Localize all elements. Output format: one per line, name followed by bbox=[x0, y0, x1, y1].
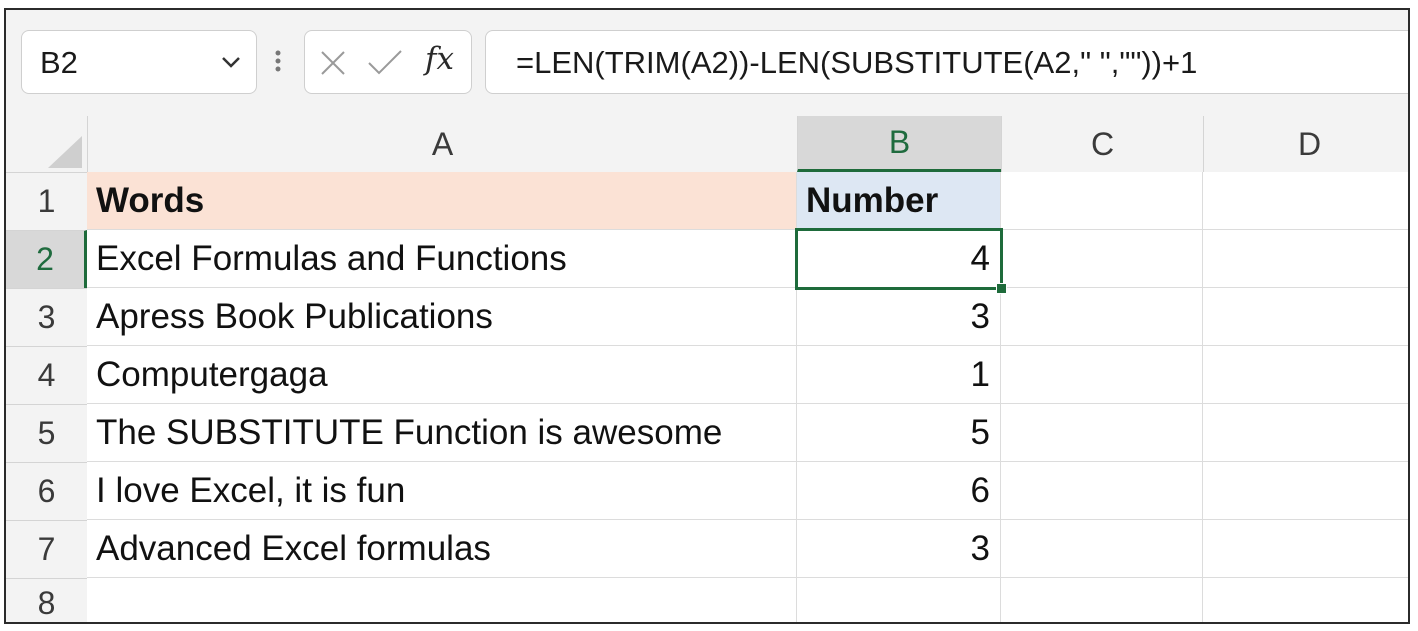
cell-d8[interactable] bbox=[1203, 578, 1408, 622]
cell-b3[interactable]: 3 bbox=[797, 288, 1001, 346]
row-header-6[interactable]: 6 bbox=[6, 462, 87, 520]
cell-c5[interactable] bbox=[1001, 404, 1203, 462]
row-header-8[interactable]: 8 bbox=[6, 578, 87, 622]
cell-d7[interactable] bbox=[1203, 520, 1408, 578]
cell-a5[interactable]: The SUBSTITUTE Function is awesome bbox=[87, 404, 797, 462]
cell-a4[interactable]: Computergaga bbox=[87, 346, 797, 404]
excel-window: B2 fx =LEN(TRIM(A2))-LEN(SUBSTITUTE(A2,"… bbox=[4, 8, 1410, 624]
cell-b4[interactable]: 1 bbox=[797, 346, 1001, 404]
cell-b5[interactable]: 5 bbox=[797, 404, 1001, 462]
column-header-a[interactable]: A bbox=[87, 116, 797, 172]
check-icon[interactable] bbox=[367, 49, 403, 82]
cell-c2[interactable] bbox=[1001, 230, 1203, 288]
select-all-corner[interactable] bbox=[6, 116, 87, 172]
row-header-1[interactable]: 1 bbox=[6, 172, 87, 230]
cell-a3[interactable]: Apress Book Publications bbox=[87, 288, 797, 346]
formula-input[interactable]: =LEN(TRIM(A2))-LEN(SUBSTITUTE(A2," ","")… bbox=[485, 30, 1408, 94]
chevron-down-icon[interactable] bbox=[220, 55, 242, 74]
column-header-b[interactable]: B bbox=[797, 116, 1001, 172]
cell-c8[interactable] bbox=[1001, 578, 1203, 622]
cell-d4[interactable] bbox=[1203, 346, 1408, 404]
cell-c3[interactable] bbox=[1001, 288, 1203, 346]
name-box-value: B2 bbox=[40, 45, 78, 80]
column-headers: A B C D bbox=[6, 116, 1408, 172]
cell-b7[interactable]: 3 bbox=[797, 520, 1001, 578]
cell-c6[interactable] bbox=[1001, 462, 1203, 520]
formula-bar: B2 fx =LEN(TRIM(A2))-LEN(SUBSTITUTE(A2,"… bbox=[6, 10, 1408, 116]
cell-d2[interactable] bbox=[1203, 230, 1408, 288]
fill-handle[interactable] bbox=[996, 283, 1007, 294]
row-header-5[interactable]: 5 bbox=[6, 404, 87, 462]
cell-c7[interactable] bbox=[1001, 520, 1203, 578]
cell-a2[interactable]: Excel Formulas and Functions bbox=[87, 230, 797, 288]
cell-a6[interactable]: I love Excel, it is fun bbox=[87, 462, 797, 520]
close-icon[interactable] bbox=[319, 49, 347, 82]
insert-function-icon[interactable]: fx bbox=[425, 41, 454, 77]
more-options-icon[interactable] bbox=[274, 43, 282, 84]
row-header-2[interactable]: 2 bbox=[6, 230, 87, 288]
cell-a7[interactable]: Advanced Excel formulas bbox=[87, 520, 797, 578]
cell-b2[interactable]: 4 bbox=[797, 230, 1001, 288]
cell-c1[interactable] bbox=[1001, 172, 1203, 230]
formula-actions: fx bbox=[304, 30, 472, 94]
row-header-7[interactable]: 7 bbox=[6, 520, 87, 578]
name-box[interactable]: B2 bbox=[21, 30, 257, 94]
cell-d6[interactable] bbox=[1203, 462, 1408, 520]
cell-b8[interactable] bbox=[797, 578, 1001, 622]
row-header-3[interactable]: 3 bbox=[6, 288, 87, 346]
column-header-d[interactable]: D bbox=[1203, 116, 1408, 172]
cell-d5[interactable] bbox=[1203, 404, 1408, 462]
cell-a8[interactable] bbox=[87, 578, 797, 622]
cell-c4[interactable] bbox=[1001, 346, 1203, 404]
row-header-4[interactable]: 4 bbox=[6, 346, 87, 404]
column-header-c[interactable]: C bbox=[1001, 116, 1203, 172]
cell-d3[interactable] bbox=[1203, 288, 1408, 346]
cell-a1[interactable]: Words bbox=[87, 172, 797, 230]
cell-d1[interactable] bbox=[1203, 172, 1408, 230]
cell-b6[interactable]: 6 bbox=[797, 462, 1001, 520]
formula-text: =LEN(TRIM(A2))-LEN(SUBSTITUTE(A2," ","")… bbox=[516, 45, 1198, 80]
cell-b1[interactable]: Number bbox=[797, 172, 1001, 230]
